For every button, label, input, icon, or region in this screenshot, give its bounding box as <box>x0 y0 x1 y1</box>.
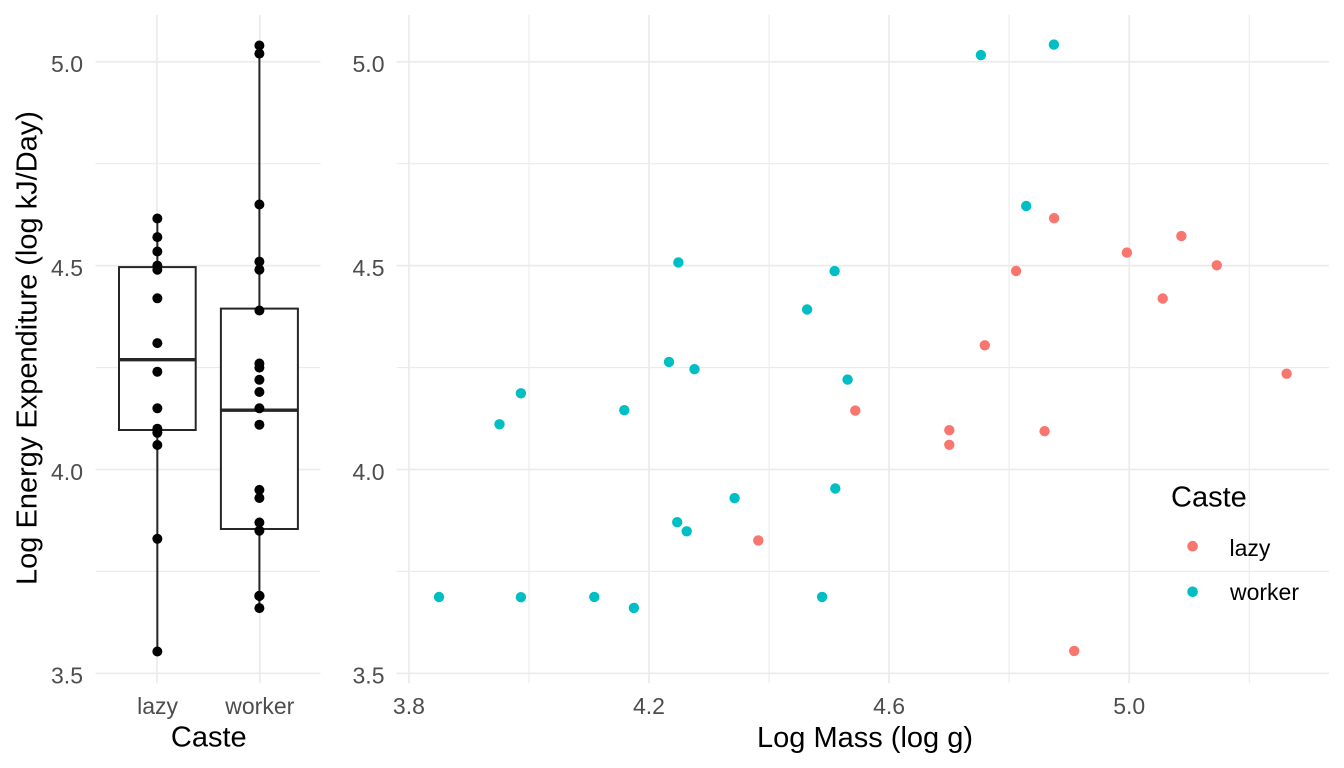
svg-text:lazy: lazy <box>1230 535 1271 561</box>
svg-text:Log Mass (log g): Log Mass (log g) <box>757 722 973 754</box>
svg-text:5.0: 5.0 <box>353 51 385 77</box>
svg-text:Log Energy Expenditure (log kJ: Log Energy Expenditure (log kJ/Day) <box>12 111 44 585</box>
svg-text:4.5: 4.5 <box>353 255 385 281</box>
svg-text:4.5: 4.5 <box>51 255 83 281</box>
svg-text:3.8: 3.8 <box>393 693 425 719</box>
svg-text:4.6: 4.6 <box>873 693 905 719</box>
svg-text:4.0: 4.0 <box>51 459 83 485</box>
svg-text:4.2: 4.2 <box>633 693 665 719</box>
svg-text:Caste: Caste <box>171 722 247 754</box>
svg-text:Caste: Caste <box>1171 481 1247 513</box>
svg-text:3.5: 3.5 <box>353 663 385 689</box>
svg-text:3.5: 3.5 <box>51 663 83 689</box>
svg-text:lazy: lazy <box>137 693 178 719</box>
svg-text:5.0: 5.0 <box>1113 693 1145 719</box>
svg-text:worker: worker <box>224 693 294 719</box>
svg-text:5.0: 5.0 <box>51 51 83 77</box>
svg-text:4.0: 4.0 <box>353 459 385 485</box>
svg-text:worker: worker <box>1229 579 1299 605</box>
